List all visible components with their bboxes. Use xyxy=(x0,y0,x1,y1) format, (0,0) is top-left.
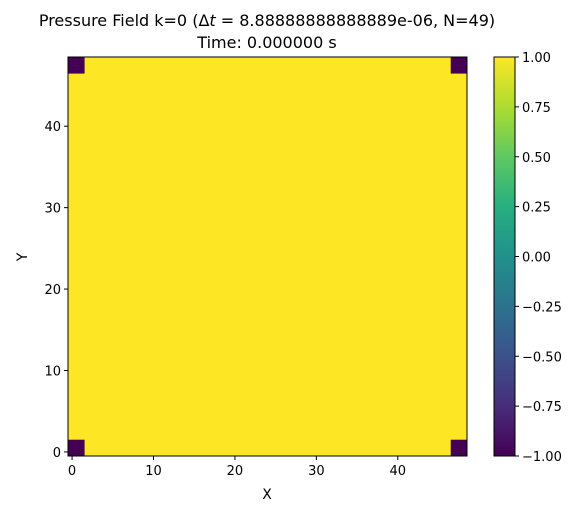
colorbar-ticks: −1.00 −0.75 −0.50 −0.25 0.00 0.25 0.50 0.75 1.00 xyxy=(515,51,562,465)
heatmap-cell xyxy=(458,65,468,74)
colorbar-tick-label: 0.25 xyxy=(522,201,551,216)
axes-frame xyxy=(67,56,468,457)
heatmap-background xyxy=(68,57,467,456)
y-tick-label: 20 xyxy=(44,283,61,298)
heatmap-cell xyxy=(450,439,460,449)
heatmap-cell xyxy=(76,439,85,449)
heatmap-cells xyxy=(68,57,468,457)
colorbar-tick-label: 1.00 xyxy=(522,51,551,66)
heatmap-cell xyxy=(450,447,460,457)
colorbar-tick-label: −0.50 xyxy=(522,350,562,365)
y-axis: 0 10 20 30 40 xyxy=(44,120,68,461)
colorbar-tick-label: −0.75 xyxy=(522,400,562,415)
heatmap-plot-area xyxy=(67,56,468,457)
heatmap-cell xyxy=(76,57,85,66)
heatmap-cell xyxy=(68,439,77,449)
y-tick-label: 30 xyxy=(44,202,61,217)
colorbar-tick-label: −0.25 xyxy=(522,300,562,315)
x-tick-label: 40 xyxy=(390,464,407,479)
heatmap-cell xyxy=(68,57,77,66)
x-axis: 0 10 20 30 40 xyxy=(68,456,406,479)
title-line-2: Time: 0.000000 s xyxy=(196,33,336,52)
heatmap-cell xyxy=(68,447,77,457)
heatmap-cell xyxy=(450,57,460,66)
colorbar: −1.00 −0.75 −0.50 −0.25 0.00 0.25 0.50 0.75 1.00 xyxy=(493,51,562,465)
title-line-1: Pressure Field k=0 (Δt = 8.8888888888888… xyxy=(39,11,495,30)
y-tick-label: 0 xyxy=(53,446,61,461)
x-tick-label: 30 xyxy=(308,464,325,479)
x-tick-label: 0 xyxy=(68,464,76,479)
heatmap-cell xyxy=(450,65,460,74)
heatmap-cell xyxy=(76,447,85,457)
colorbar-tick-label: −1.00 xyxy=(522,450,562,465)
colorbar-tick-label: 0.50 xyxy=(522,151,551,166)
y-axis-label: Y xyxy=(15,252,31,262)
chart-title: Pressure Field k=0 (Δt = 8.8888888888888… xyxy=(39,11,495,52)
colorbar-gradient xyxy=(494,57,515,456)
colorbar-tick-label: 0.75 xyxy=(522,101,551,116)
y-tick-label: 10 xyxy=(44,365,61,380)
heatmap-cell xyxy=(458,57,468,66)
x-tick-label: 10 xyxy=(145,464,162,479)
y-tick-label: 40 xyxy=(44,120,61,135)
x-axis-label: X xyxy=(262,487,272,503)
heatmap-cell xyxy=(458,439,468,449)
heatmap-cell xyxy=(458,447,468,457)
x-tick-label: 20 xyxy=(227,464,244,479)
colorbar-tick-label: 0.00 xyxy=(522,251,551,266)
heatmap-cell xyxy=(76,65,85,74)
heatmap-cell xyxy=(68,65,77,74)
